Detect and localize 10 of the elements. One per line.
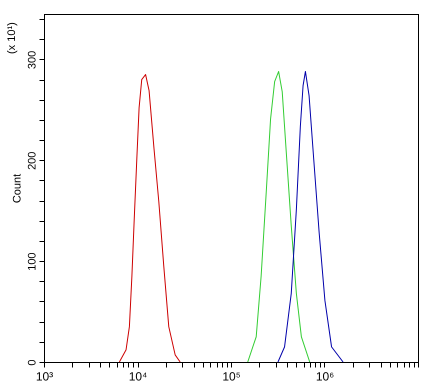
y-tick-label: 300: [26, 50, 38, 70]
text: (x 10¹): [6, 22, 18, 54]
x-tick-label: 10⁴: [128, 370, 148, 384]
x-tick-label: 10³: [36, 370, 54, 384]
y-tick-label: 200: [26, 152, 38, 170]
y-tick-label: 100: [26, 252, 38, 271]
x-tick-label: 10⁶: [316, 370, 334, 384]
y-axis-title: Count: [12, 174, 24, 204]
y-tick-label: 0: [26, 359, 38, 366]
x-tick-label: 10⁵: [222, 370, 241, 384]
